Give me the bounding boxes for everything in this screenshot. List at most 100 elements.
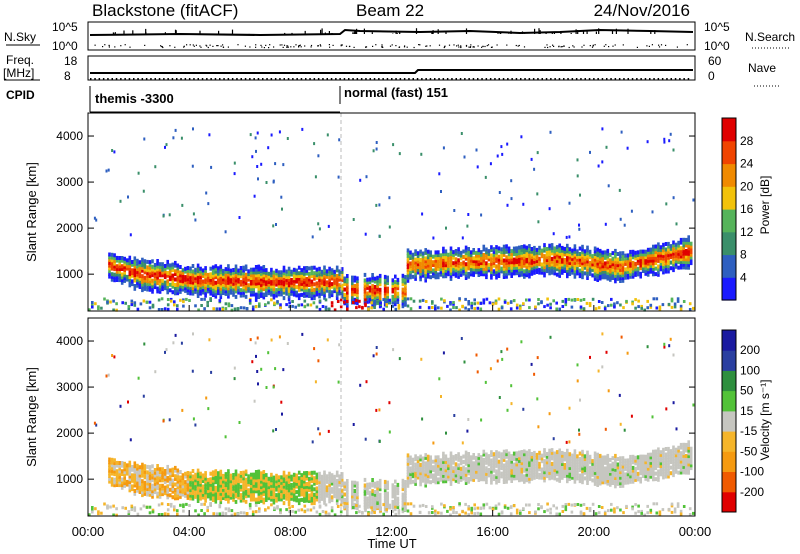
power-cell <box>449 257 453 262</box>
nsearch-dot <box>353 46 355 48</box>
nsearch-dot <box>340 45 342 47</box>
power-cell <box>469 250 473 255</box>
velocity-cell <box>196 499 200 503</box>
nsearch-dot <box>129 46 131 48</box>
velocity-cell <box>330 498 334 503</box>
power-cell <box>330 273 334 278</box>
velocity-cell <box>525 461 529 466</box>
power-cell <box>553 252 556 257</box>
velocity-cell <box>378 492 382 497</box>
power-cell <box>563 269 567 273</box>
velocity-cell <box>275 487 278 492</box>
power-cell <box>467 266 470 271</box>
velocity-cell <box>581 469 584 474</box>
velocity-cell <box>586 472 589 477</box>
velocity-cell <box>558 454 561 459</box>
velocity-cell <box>442 479 445 484</box>
power-cell <box>444 249 448 254</box>
velocity-cell <box>171 486 175 491</box>
velocity-cell <box>138 490 142 494</box>
velocity-cell <box>386 497 389 502</box>
power-cell <box>457 274 460 279</box>
velocity-cell <box>414 457 417 462</box>
power-cell <box>378 282 382 287</box>
velocity-cell <box>512 454 516 459</box>
velocity-cell <box>115 474 119 479</box>
power-cell <box>563 246 567 251</box>
power-cell <box>502 269 506 274</box>
power-cell <box>421 259 425 264</box>
velocity-cell <box>113 466 116 471</box>
velocity-cell <box>581 460 584 465</box>
velocity-cell <box>163 480 167 485</box>
power-cell <box>621 254 625 258</box>
velocity-cell <box>383 488 387 493</box>
power-cell <box>434 272 438 277</box>
power-cell <box>290 278 293 282</box>
velocity-cell <box>179 489 182 494</box>
velocity-cell <box>151 469 154 474</box>
velocity-cell <box>543 450 546 455</box>
power-cell <box>166 259 169 264</box>
velocity-cell <box>272 497 276 502</box>
power-cell <box>373 296 377 300</box>
velocity-cell <box>133 469 137 474</box>
velocity-cell <box>573 479 577 484</box>
velocity-cell <box>555 450 559 455</box>
power-cell <box>593 263 597 268</box>
velocity-cell <box>242 487 245 492</box>
velocity-cell <box>237 476 240 481</box>
power-cell <box>270 276 273 281</box>
power-cell <box>434 275 438 280</box>
velocity-cell <box>558 467 561 472</box>
nsearch-dot <box>470 46 472 48</box>
velocity-cell <box>447 477 450 482</box>
power-cell <box>431 300 434 304</box>
power-cell <box>598 259 602 264</box>
nsearch-dot <box>457 44 459 46</box>
power-cell <box>555 267 559 272</box>
power-cell <box>386 275 389 280</box>
velocity-cell <box>598 459 602 464</box>
velocity-cell <box>507 457 511 462</box>
power-cell <box>391 281 395 286</box>
nsearch-dot <box>104 44 106 46</box>
power-cell <box>176 271 180 276</box>
power-cell <box>156 259 159 263</box>
power-cell <box>487 262 491 267</box>
power-cell <box>634 256 637 261</box>
power-cell <box>108 271 111 276</box>
power-cell <box>588 302 592 305</box>
velocity-cell <box>480 455 483 460</box>
velocity-cell <box>148 481 152 486</box>
power-cell <box>366 294 369 299</box>
power-cell <box>437 253 440 258</box>
velocity-cell <box>573 457 577 462</box>
power-cell <box>315 305 319 309</box>
power-cell <box>606 251 610 256</box>
power-cell <box>561 248 564 253</box>
power-cell <box>621 262 625 267</box>
power-cell <box>141 257 144 262</box>
power-cell <box>568 269 572 274</box>
power-cell <box>282 163 285 167</box>
velocity-cell <box>442 473 445 478</box>
power-cell <box>606 271 610 275</box>
power-cell <box>254 281 258 286</box>
velocity-cell <box>184 488 187 493</box>
velocity-cell <box>234 475 238 479</box>
power-cell <box>247 269 250 274</box>
velocity-cell <box>346 490 349 494</box>
nsearch-dot <box>470 44 472 46</box>
nave-dot <box>317 78 320 80</box>
velocity-cell <box>437 460 440 465</box>
power-cell <box>657 270 660 274</box>
power-cell <box>352 218 355 221</box>
power-cell <box>419 277 422 282</box>
nave-dot <box>429 78 432 80</box>
velocity-cell <box>414 462 417 467</box>
velocity-cell <box>252 497 255 502</box>
power-cell <box>689 258 693 263</box>
velocity-cell <box>244 477 248 482</box>
power-cell <box>290 291 293 296</box>
